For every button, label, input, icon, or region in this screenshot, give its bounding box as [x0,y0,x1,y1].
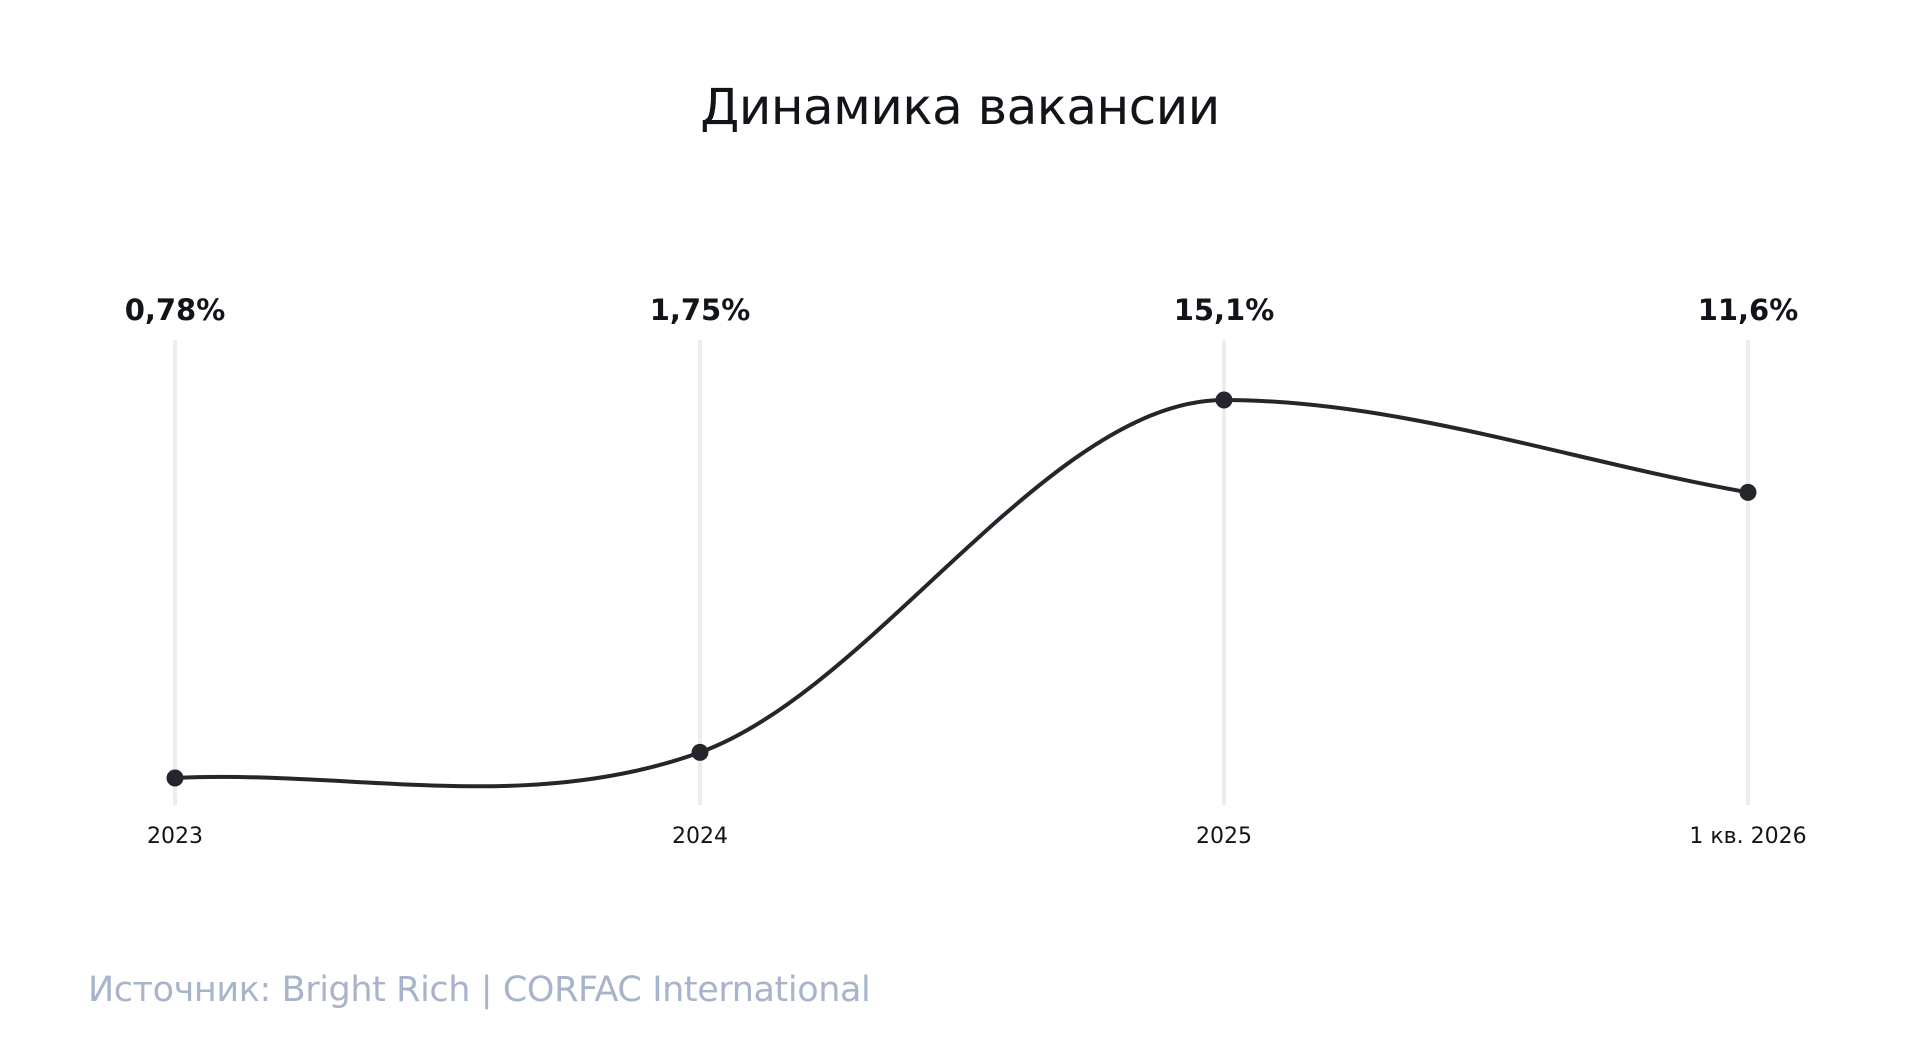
data-point [1739,483,1757,501]
x-tick-label: 2025 [1196,824,1252,849]
series-line [173,398,1750,789]
x-tick-label: 1 кв. 2026 [1689,824,1806,849]
x-tick-label: 2024 [672,824,728,849]
data-label: 1,75% [650,293,751,327]
data-label: 11,6% [1698,293,1799,327]
chart-title: Динамика вакансии [700,78,1220,136]
data-label: 0,78% [125,293,226,327]
x-tick-label: 2023 [147,824,203,849]
data-point [691,743,709,761]
data-label: 15,1% [1174,293,1275,327]
data-point [166,769,184,787]
source-note: Источник: Bright Rich | CORFAC Internati… [88,970,871,1010]
data-point [1215,391,1233,409]
